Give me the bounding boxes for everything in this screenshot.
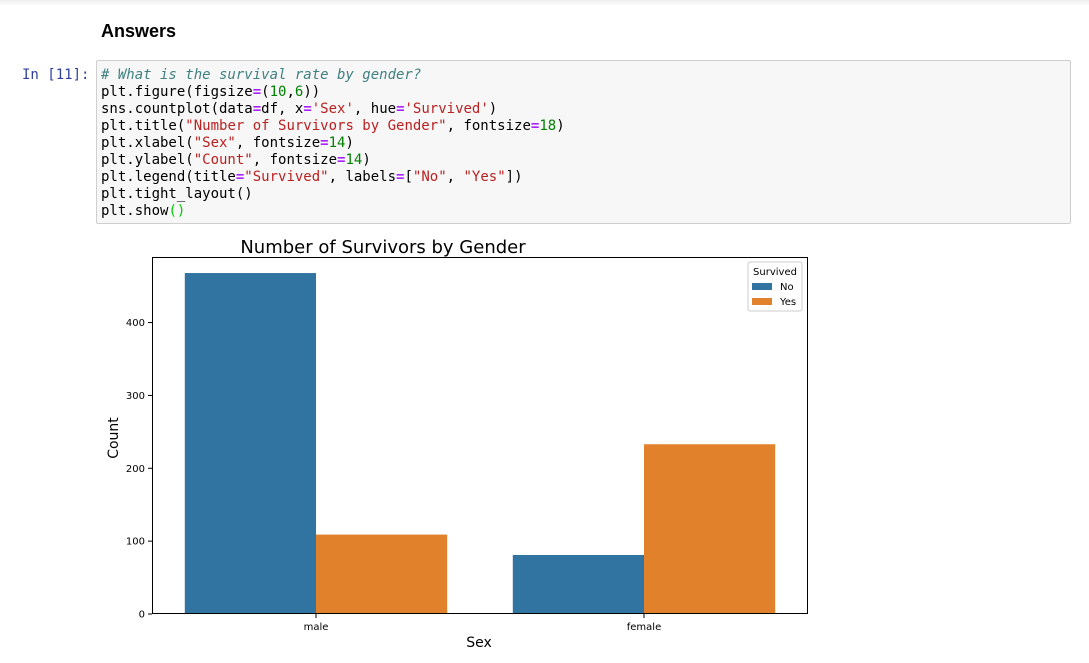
bar-male-yes <box>316 534 448 614</box>
code-token: [ <box>404 169 413 185</box>
y-tick-label: 100 <box>126 537 145 548</box>
code-token: = <box>320 135 329 151</box>
y-tick-label: 300 <box>126 391 145 402</box>
legend-title: Survived <box>753 267 797 278</box>
code-token: 14 <box>345 152 363 168</box>
legend-label-yes: Yes <box>779 297 796 308</box>
code-line: plt.ylabel("Count", fontsize=14) <box>101 152 565 169</box>
code-token: , labels <box>328 169 397 185</box>
x-tick-label: female <box>627 622 661 633</box>
countplot-chart: Number of Survivors by Gender Sex Count … <box>106 237 808 651</box>
code-token: "Number of Survivors by Gender" <box>185 118 447 134</box>
code-token: sns.countplot(data <box>101 101 253 117</box>
code-token: "Yes" <box>463 169 506 185</box>
chart-title: Number of Survivors by Gender <box>240 237 526 258</box>
code-line: plt.legend(title="Survived", labels=["No… <box>101 169 565 186</box>
code-token: 10 <box>269 84 287 100</box>
code-token: "Sex" <box>193 135 236 151</box>
code-line: plt.figure(figsize=(10,6)) <box>101 84 565 101</box>
code-token: = <box>530 118 540 134</box>
code-token: , fontsize <box>252 152 338 168</box>
code-editor[interactable]: # What is the survival rate by gender? pl… <box>101 67 565 220</box>
legend: Survived No Yes <box>747 261 803 312</box>
bar-female-yes <box>644 444 776 614</box>
legend-swatch-yes <box>752 298 772 305</box>
y-tick-label: 400 <box>126 318 145 329</box>
code-token: = <box>303 101 312 117</box>
y-tick-label: 200 <box>126 464 145 475</box>
code-token: ) <box>488 101 498 117</box>
bar-male-no <box>184 273 316 614</box>
bar-female-no <box>512 554 644 614</box>
code-token: ) <box>345 135 354 151</box>
code-token: = <box>252 84 262 100</box>
x-axis-label: Sex <box>466 635 492 651</box>
code-line: sns.countplot(data=df, x='Sex', hue='Sur… <box>101 101 565 118</box>
cell-prompt: In [11]: <box>22 67 90 83</box>
code-token: plt.tight_layout() <box>101 186 253 202</box>
code-token: , hue <box>353 101 397 117</box>
code-line: plt.show() <box>101 203 565 220</box>
code-token: 18 <box>539 118 557 134</box>
code-token: "Count" <box>193 152 253 168</box>
code-token: ) <box>362 152 371 168</box>
code-token: = <box>235 169 245 185</box>
code-cell[interactable]: # What is the survival rate by gender? pl… <box>96 60 1071 224</box>
code-line: plt.tight_layout() <box>101 186 565 203</box>
x-tick-label: male <box>304 622 329 633</box>
code-token: df, x <box>261 101 304 117</box>
code-line: # What is the survival rate by gender? <box>101 67 565 84</box>
code-token: , fontsize <box>446 118 531 134</box>
section-heading: Answers <box>101 21 177 41</box>
code-token: ( <box>261 84 270 100</box>
code-token: plt.figure(figsize <box>101 84 253 100</box>
code-token: 6 <box>294 84 304 100</box>
code-token: 'Survived' <box>404 101 489 117</box>
notebook-top-shadow <box>0 0 1089 6</box>
legend-swatch-no <box>752 283 772 290</box>
code-token: plt.ylabel( <box>101 152 194 168</box>
code-token: , <box>286 84 295 100</box>
code-token: "Survived" <box>244 169 329 185</box>
code-token: ) <box>556 118 565 134</box>
legend-label-no: No <box>780 282 794 293</box>
code-line: plt.xlabel("Sex", fontsize=14) <box>101 135 565 152</box>
plot-frame <box>152 257 808 614</box>
code-token: # What is the survival rate by gender? <box>101 67 422 83</box>
code-token: , <box>446 169 464 185</box>
code-token: plt.legend(title <box>101 169 236 185</box>
code-token: , fontsize <box>235 135 321 151</box>
code-token: = <box>396 169 405 185</box>
code-line: plt.title("Number of Survivors by Gender… <box>101 118 565 135</box>
cell-output: Number of Survivors by Gender Sex Count … <box>96 230 816 659</box>
code-token: () <box>168 203 186 219</box>
code-token: = <box>252 101 262 117</box>
code-token: )) <box>303 84 321 100</box>
y-axis-label: Count <box>106 417 122 459</box>
code-token: plt.show <box>101 203 169 219</box>
code-token: 14 <box>328 135 346 151</box>
code-token: = <box>396 101 405 117</box>
code-token: 'Sex' <box>311 101 354 117</box>
code-token: plt.xlabel( <box>101 135 194 151</box>
code-token: = <box>337 152 346 168</box>
y-tick-label: 0 <box>139 610 145 621</box>
code-token: ]) <box>505 169 523 185</box>
code-token: plt.title( <box>101 118 186 134</box>
code-token: "No" <box>412 169 447 185</box>
